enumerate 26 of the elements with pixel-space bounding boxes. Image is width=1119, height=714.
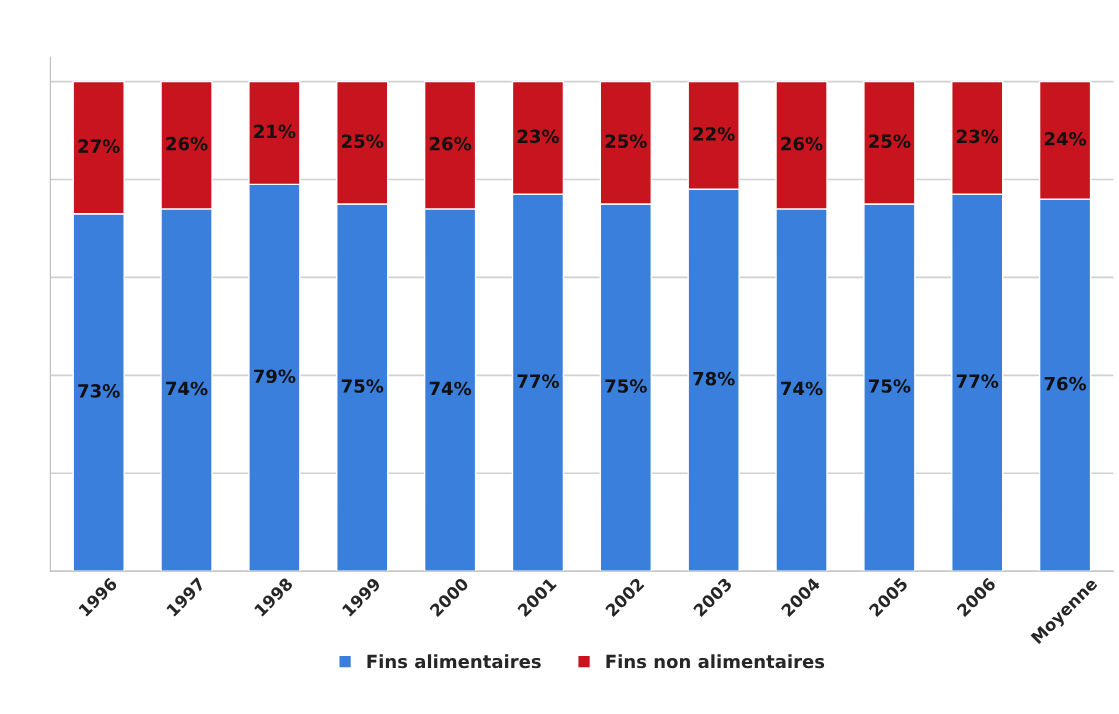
data-label: 26% — [166, 136, 208, 151]
data-label: 24% — [1044, 131, 1087, 146]
data-label: 26% — [429, 136, 472, 151]
data-label: 25% — [869, 134, 911, 149]
data-label: 23% — [957, 129, 999, 144]
data-label: 77% — [517, 374, 559, 388]
data-label: 79% — [253, 369, 296, 384]
legend-label: Fins non alimentaires — [606, 654, 825, 669]
data-label: 75% — [341, 379, 384, 393]
data-label: 25% — [342, 134, 384, 149]
data-label: 23% — [517, 129, 559, 144]
data-label: 26% — [781, 136, 823, 151]
data-label: 74% — [429, 381, 472, 396]
data-label: 27% — [78, 139, 120, 153]
data-label: 74% — [166, 381, 208, 396]
data-label: 78% — [693, 371, 735, 386]
data-label: 77% — [956, 374, 999, 388]
data-label: 75% — [868, 379, 911, 393]
data-label: 73% — [78, 384, 120, 398]
data-label: 22% — [693, 127, 735, 141]
data-label: 76% — [1044, 376, 1087, 391]
data-label: 75% — [605, 379, 647, 393]
data-label: 25% — [605, 134, 647, 149]
data-label: 74% — [781, 381, 823, 396]
data-label: 21% — [254, 124, 296, 139]
legend-label: Fins alimentaires — [367, 654, 541, 669]
